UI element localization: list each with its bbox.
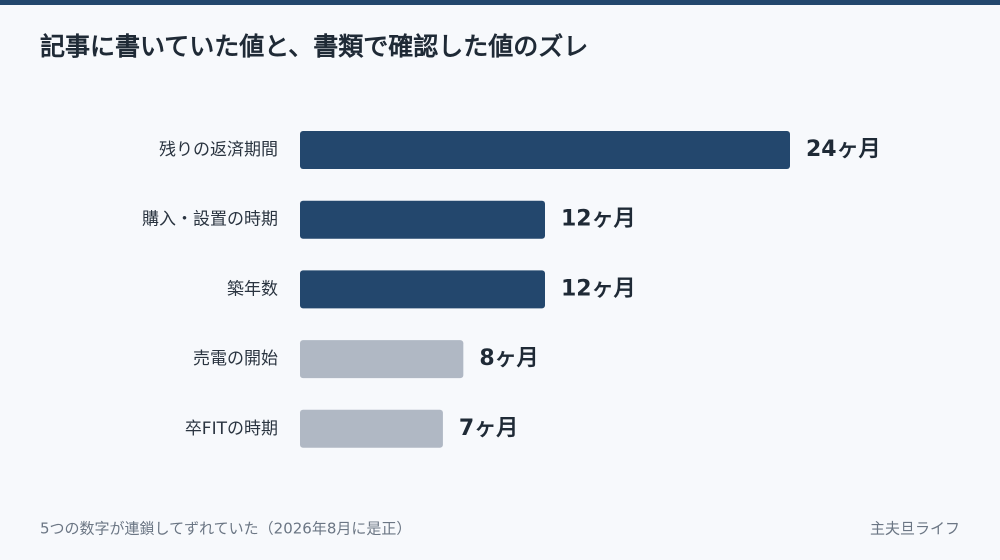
category-label: 残りの返済期間 [159,140,278,160]
chart-title: 記事に書いていた値と、書類で確認した値のズレ [40,32,588,61]
category-label: 売電の開始 [193,349,278,369]
bar [300,270,545,309]
bar [300,131,790,169]
bar [300,340,464,379]
footnote: 5つの数字が連鎖してずれていた（2026年8月に是正） [40,520,411,538]
category-label: 購入・設置の時期 [142,210,278,230]
value-label: 12ヶ月 [561,276,636,301]
category-label: 卒FITの時期 [185,419,278,439]
value-label: 12ヶ月 [561,207,636,232]
value-label: 8ヶ月 [479,346,538,371]
value-label: 7ヶ月 [459,416,518,441]
bar [300,200,545,239]
bar [300,409,443,448]
top-border [0,0,1000,5]
source: 主夫旦ライフ [870,520,960,538]
value-label: 24ヶ月 [806,137,881,162]
category-label: 築年数 [227,279,278,299]
